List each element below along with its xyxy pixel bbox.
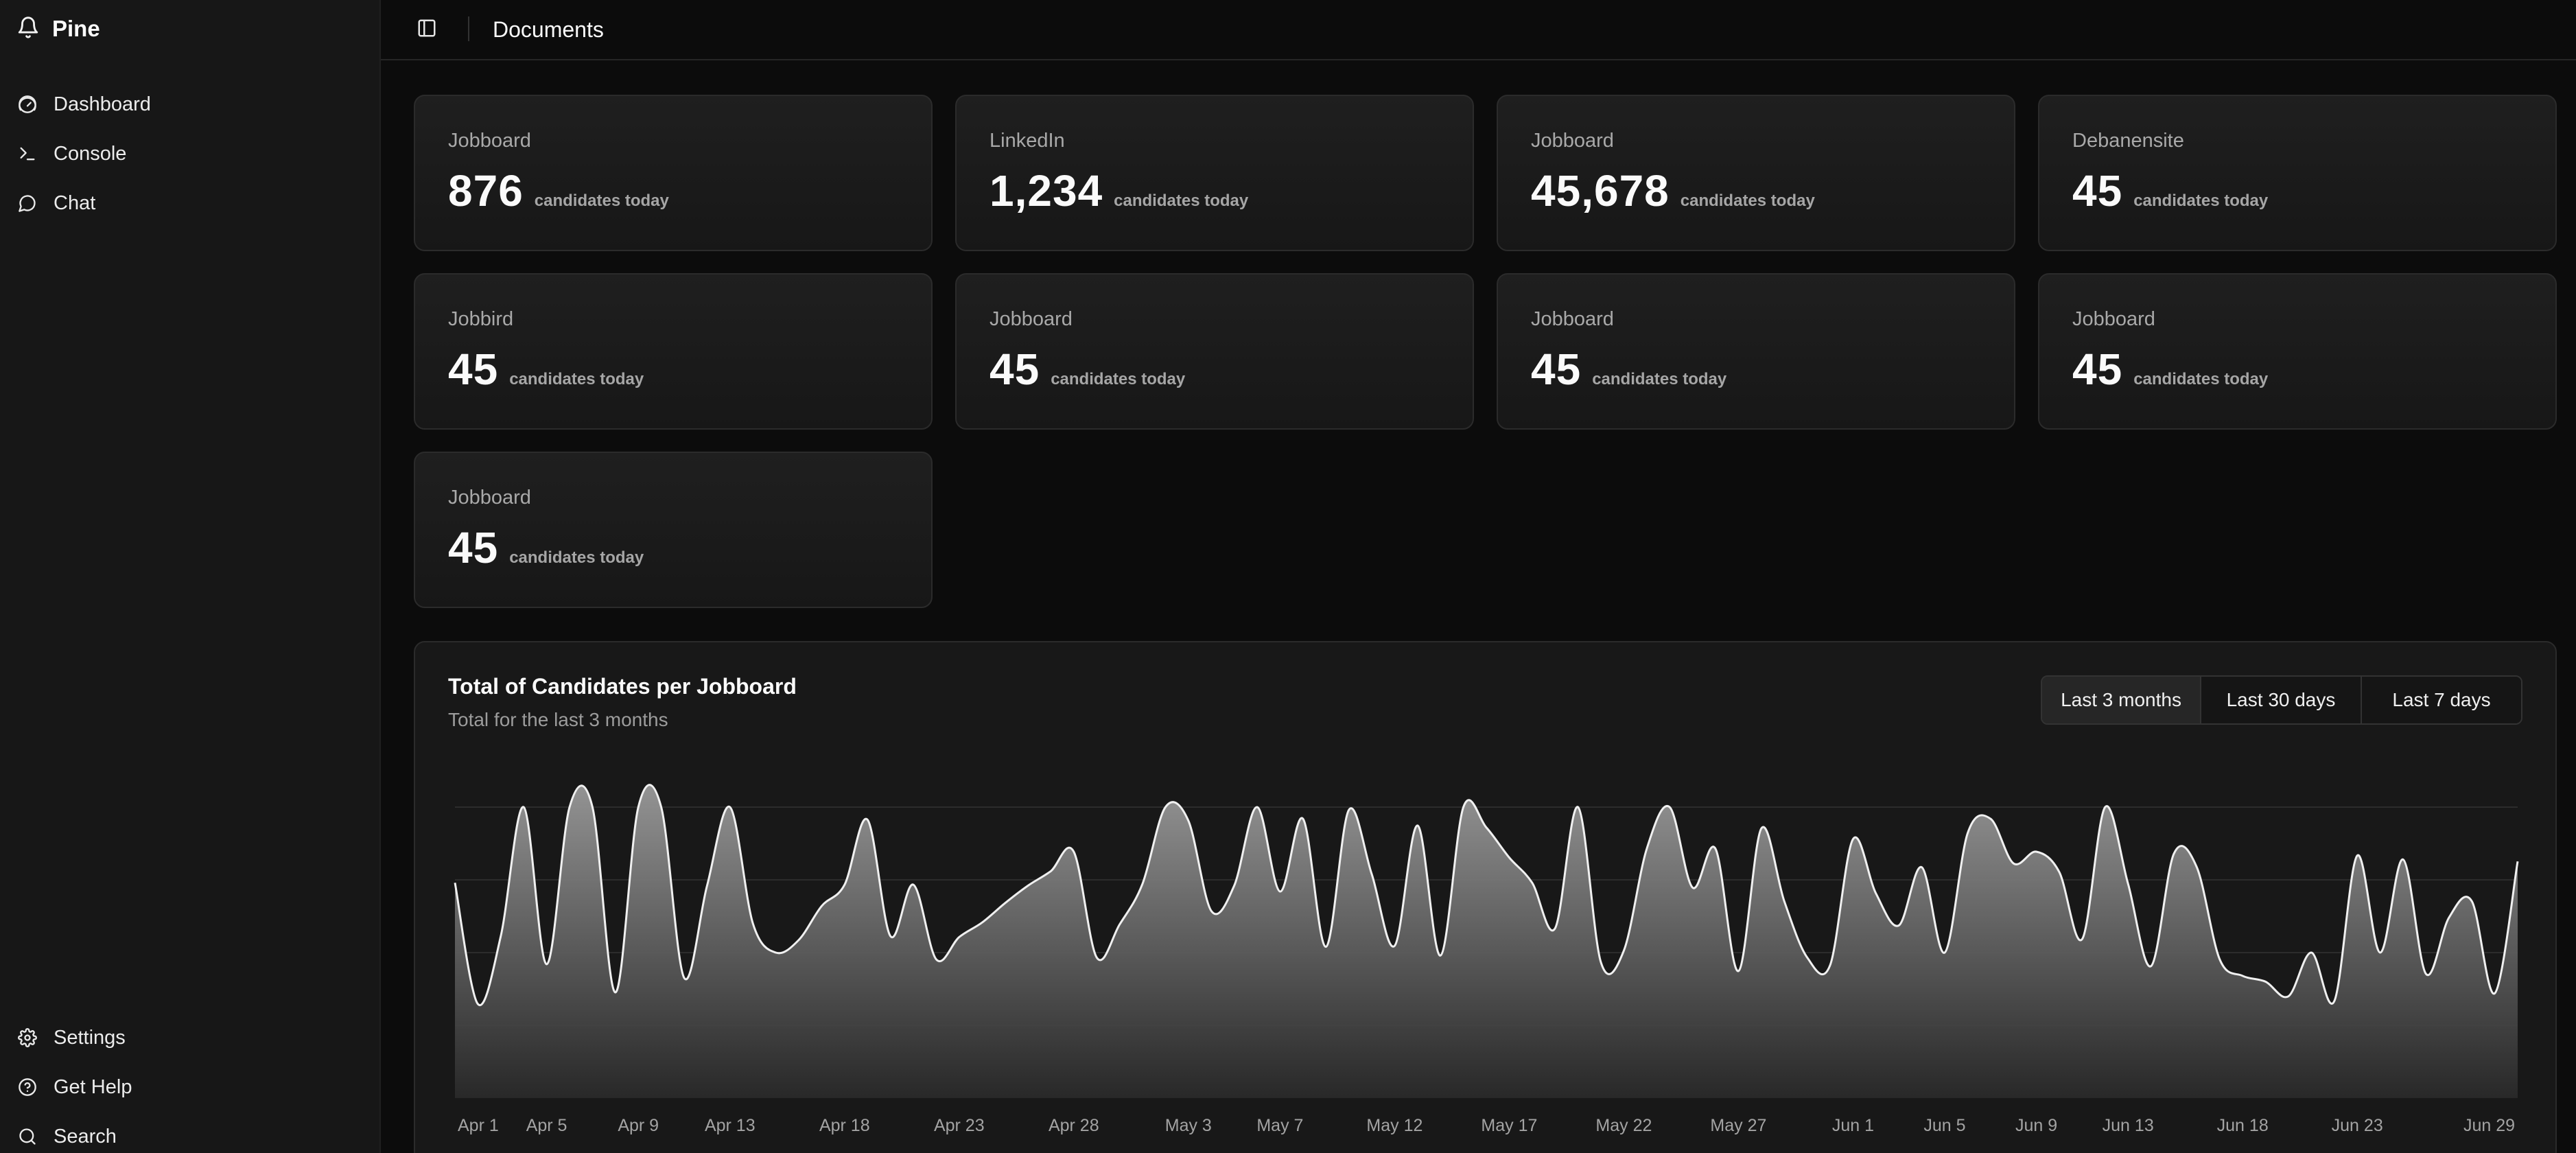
x-axis-tick-label: Apr 5	[526, 1116, 567, 1135]
chart-series-line	[454, 784, 2519, 1007]
area-chart: Apr 1 Apr 5 Apr 9 Apr 13 Apr 18 Apr 23 Apr 28 M…	[454, 784, 2519, 1135]
x-axis-tick-label: May 22	[1595, 1116, 1652, 1135]
stat-card: Jobbird 45 candidates today	[414, 273, 933, 430]
stat-card: Jobboard 876 candidates today	[414, 95, 933, 251]
page-title: Documents	[493, 17, 604, 42]
x-axis-tick-label: Jun 29	[2463, 1116, 2515, 1135]
gauge-icon	[16, 93, 38, 115]
sidebar-item-search[interactable]: Search	[16, 1112, 132, 1153]
help-circle-icon	[16, 1076, 38, 1098]
sidebar-item-get-help[interactable]: Get Help	[16, 1062, 132, 1112]
sidebar-nav: Dashboard Console Chat	[16, 80, 151, 228]
x-axis-tick-label: Apr 9	[618, 1116, 659, 1135]
x-axis-tick-label: May 17	[1481, 1116, 1537, 1135]
stat-card-value: 1,234	[990, 166, 1103, 216]
x-axis-tick-label: Jun 23	[2332, 1116, 2383, 1135]
stat-card-value: 45,678	[1531, 166, 1670, 216]
stat-card-value: 45	[448, 523, 499, 572]
terminal-icon	[16, 143, 38, 165]
stat-card-suffix: candidates today	[2133, 370, 2269, 388]
x-axis-tick-label: Jun 9	[2015, 1116, 2057, 1135]
x-axis-tick-label: May 27	[1710, 1116, 1766, 1135]
sidebar-toggle-button[interactable]	[414, 17, 439, 42]
stat-card-suffix: candidates today	[1114, 191, 1249, 210]
x-axis-tick-label: Apr 13	[705, 1116, 756, 1135]
stat-card-suffix: candidates today	[509, 370, 644, 388]
sidebar-item-label: Console	[54, 142, 127, 165]
stat-card-value: 876	[448, 166, 524, 216]
x-axis-tick-label: May 3	[1165, 1116, 1212, 1135]
x-axis-tick-label: Jun 18	[2217, 1116, 2269, 1135]
stat-card: Jobboard 45 candidates today	[414, 452, 933, 608]
x-axis-tick-label: Jun 13	[2103, 1116, 2154, 1135]
main-content: Documents Jobboard 876 candidates today …	[379, 0, 2576, 1153]
stat-card-suffix: candidates today	[2133, 191, 2269, 210]
stat-card-suffix: candidates today	[1592, 370, 1727, 388]
stat-card-label: Debanensite	[2072, 130, 2184, 152]
stat-card-label: Jobboard	[2072, 308, 2155, 330]
range-last-7-days-button[interactable]: Last 7 days	[2362, 677, 2521, 723]
stat-card-suffix: candidates today	[1051, 370, 1186, 388]
stat-card-label: Jobboard	[448, 487, 531, 509]
sidebar-item-label: Search	[54, 1125, 117, 1148]
stat-card-value: 45	[990, 345, 1040, 394]
stat-card: LinkedIn 1,234 candidates today	[955, 95, 1474, 251]
chart-area-fill	[455, 784, 2518, 1098]
stat-card-suffix: candidates today	[534, 191, 669, 210]
panel-left-icon	[417, 18, 437, 42]
stat-card: Jobboard 45 candidates today	[1497, 273, 2015, 430]
sidebar-item-label: Chat	[54, 191, 96, 214]
x-axis-tick-label: Apr 1	[458, 1116, 499, 1135]
brand[interactable]: Pine	[16, 15, 100, 43]
stat-card: Jobboard 45 candidates today	[955, 273, 1474, 430]
sidebar-item-label: Settings	[54, 1026, 126, 1049]
stat-card-label: Jobboard	[1531, 130, 1614, 152]
stat-card-value: 45	[2072, 345, 2123, 394]
stat-card-label: Jobbird	[448, 308, 514, 330]
sidebar-item-chat[interactable]: Chat	[16, 178, 151, 228]
sidebar-item-console[interactable]: Console	[16, 129, 151, 178]
stat-card: Jobboard 45 candidates today	[2038, 273, 2557, 430]
sidebar-item-label: Get Help	[54, 1075, 132, 1098]
search-icon	[16, 1126, 38, 1148]
sidebar-item-dashboard[interactable]: Dashboard	[16, 80, 151, 129]
chat-bubble-icon	[16, 192, 38, 214]
chart-card: Total of Candidates per Jobboard Total f…	[414, 641, 2557, 1153]
x-axis-tick-label: Jun 5	[1923, 1116, 1965, 1135]
range-last-30-days-button[interactable]: Last 30 days	[2201, 677, 2362, 723]
header-divider	[468, 16, 469, 41]
x-axis-tick-label: May 7	[1256, 1116, 1303, 1135]
chart-title: Total of Candidates per Jobboard	[448, 674, 797, 699]
x-axis-tick-label: Apr 23	[934, 1116, 985, 1135]
sidebar-item-label: Dashboard	[54, 93, 151, 115]
chart-subtitle: Total for the last 3 months	[448, 709, 668, 730]
stat-card-label: Jobboard	[448, 130, 531, 152]
sidebar: Pine Dashboard Console Chat Setting	[0, 0, 379, 1153]
bell-icon	[16, 16, 40, 43]
range-last-3-months-button[interactable]: Last 3 months	[2042, 677, 2201, 723]
app-name: Pine	[52, 16, 100, 41]
stat-card-label: Jobboard	[1531, 308, 1614, 330]
top-header: Documents	[381, 0, 2576, 60]
x-axis-tick-label: Apr 28	[1049, 1116, 1099, 1135]
x-axis-tick-label: May 12	[1366, 1116, 1422, 1135]
time-range-toggle: Last 3 months Last 30 days Last 7 days	[2041, 675, 2522, 725]
gear-icon	[16, 1027, 38, 1049]
x-axis-tick-label: Apr 18	[819, 1116, 870, 1135]
x-axis-tick-label: Jun 1	[1832, 1116, 1874, 1135]
stat-card-label: Jobboard	[990, 308, 1073, 330]
stat-card-suffix: candidates today	[509, 548, 644, 567]
sidebar-item-settings[interactable]: Settings	[16, 1013, 132, 1062]
stat-card-label: LinkedIn	[990, 130, 1065, 152]
sidebar-secondary-nav: Settings Get Help Search	[16, 1013, 132, 1153]
stat-card-value: 45	[1531, 345, 1582, 394]
stat-card: Jobboard 45,678 candidates today	[1497, 95, 2015, 251]
stat-card-value: 45	[448, 345, 499, 394]
stat-card-value: 45	[2072, 166, 2123, 216]
stat-card-suffix: candidates today	[1680, 191, 1815, 210]
stat-card: Debanensite 45 candidates today	[2038, 95, 2557, 251]
